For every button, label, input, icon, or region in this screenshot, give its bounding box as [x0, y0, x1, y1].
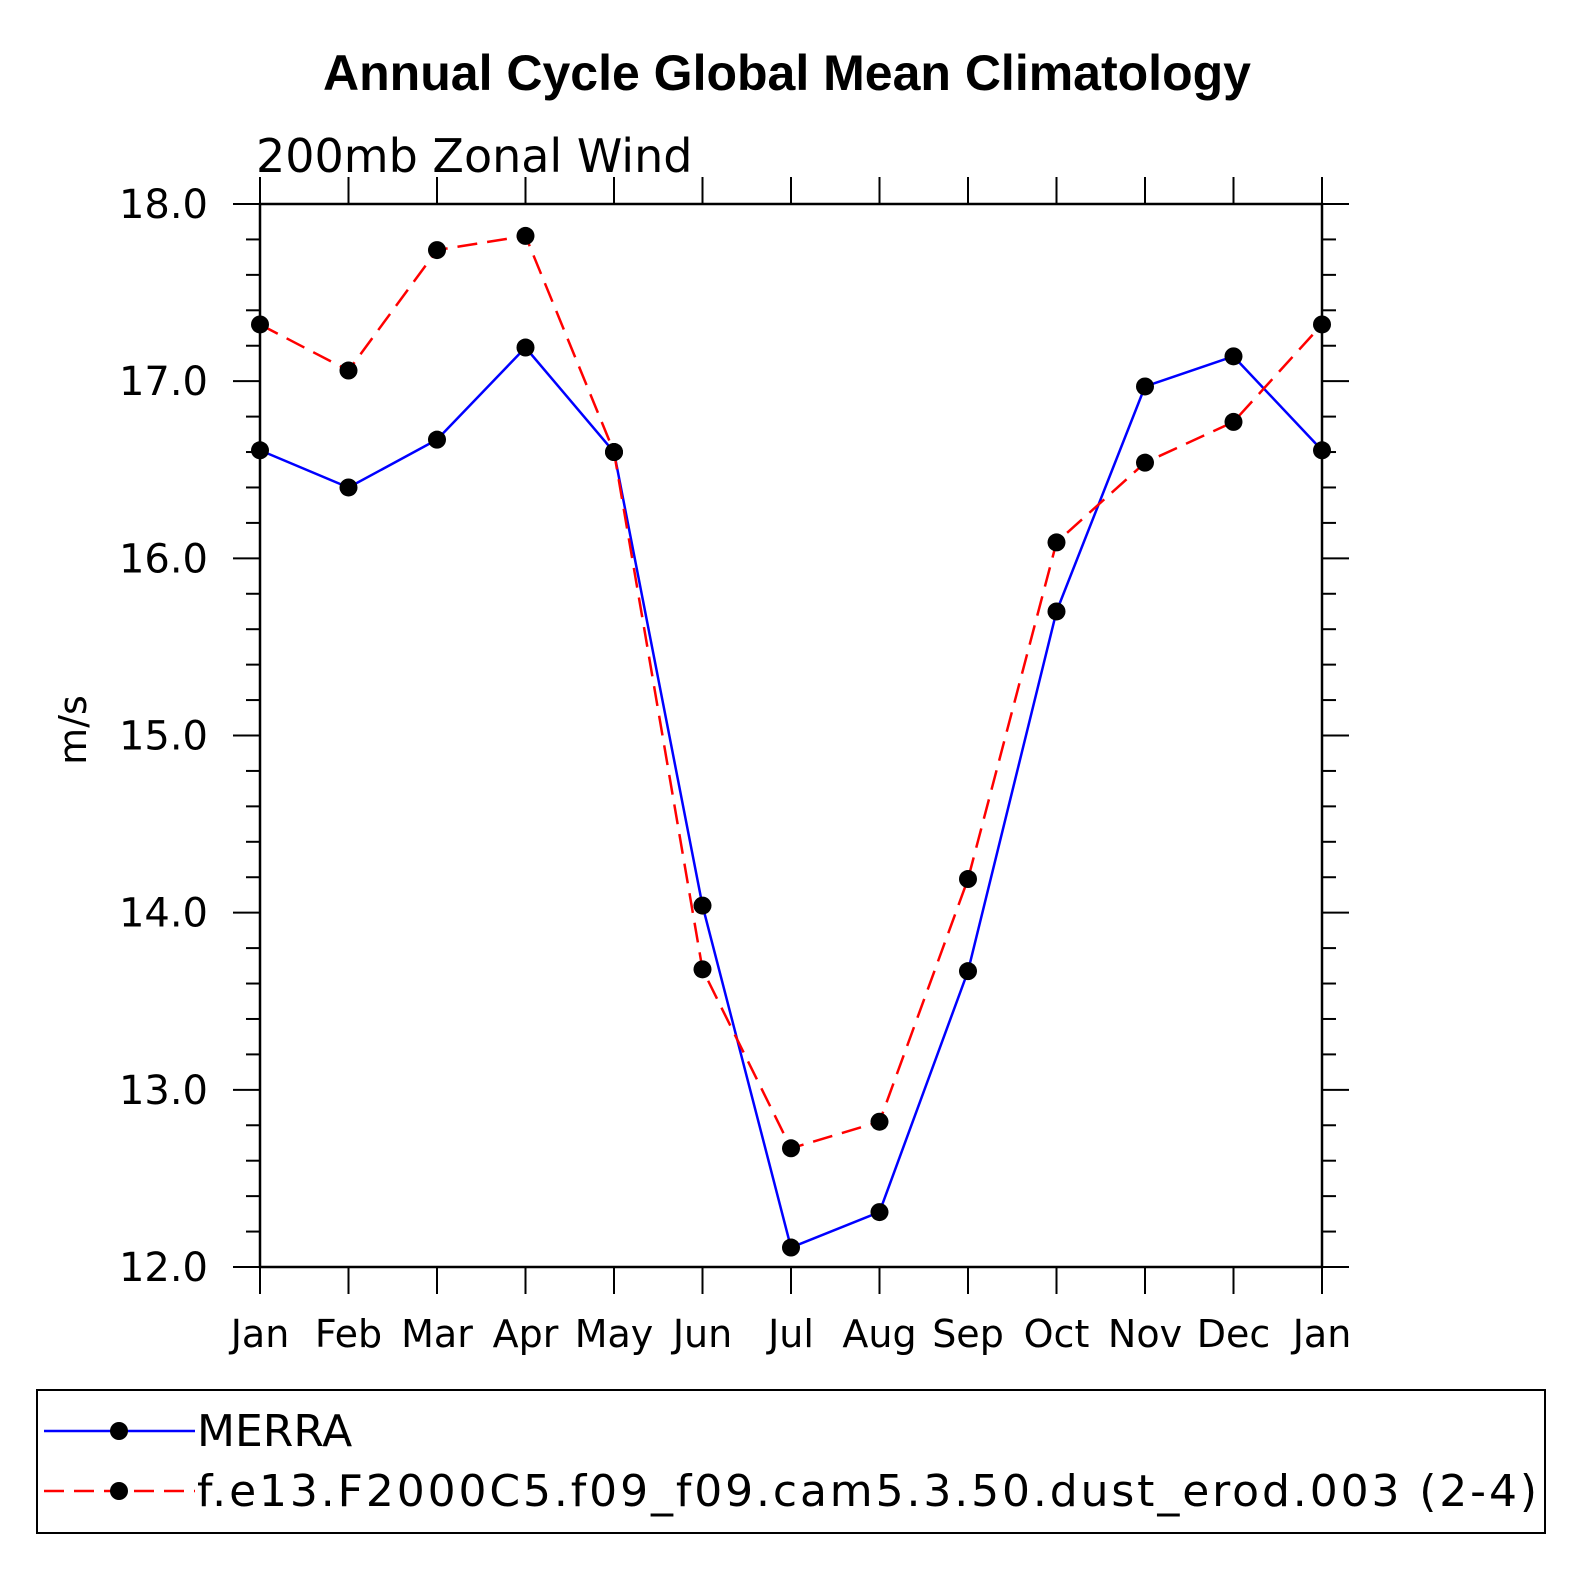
data-point-0	[1224, 347, 1243, 366]
x-tick-label: Feb	[315, 1312, 382, 1356]
series-layer	[251, 226, 1331, 1257]
y-tick-label: 18.0	[119, 182, 208, 228]
data-point-1	[1136, 453, 1154, 472]
data-point-1	[605, 443, 623, 462]
data-point-1	[870, 1112, 889, 1131]
data-point-1	[1047, 533, 1066, 552]
y-tick-label: 16.0	[119, 536, 208, 582]
x-tick-label: Sep	[932, 1312, 1004, 1356]
x-tick-label: Nov	[1108, 1312, 1182, 1356]
data-point-0	[516, 338, 535, 357]
data-point-1	[516, 226, 535, 245]
legend-marker-0	[110, 1422, 128, 1440]
plot-frame	[258, 202, 1324, 1269]
data-point-0	[428, 430, 446, 449]
y-axis-label: m/s	[51, 695, 95, 765]
x-tick-label: Apr	[493, 1312, 559, 1356]
x-tick-label: Dec	[1197, 1312, 1271, 1356]
x-tick-label: Aug	[842, 1312, 916, 1356]
data-point-1	[1224, 412, 1243, 431]
data-point-0	[870, 1203, 889, 1222]
data-point-1	[959, 870, 977, 889]
legend-box	[36, 1389, 1546, 1534]
legend-label-0: MERRA	[197, 1406, 352, 1457]
data-point-1	[339, 361, 358, 380]
y-tick-label: 12.0	[119, 1245, 208, 1291]
legend-marker-1	[110, 1482, 128, 1500]
data-point-0	[959, 962, 977, 981]
y-tick-label: 15.0	[119, 714, 208, 760]
axes: 12.0 13.0 14.0 15.0 16.0 17.0 18.0 Jan Feb Mar Apr…	[119, 177, 1351, 1356]
y-tick-label: 13.0	[119, 1068, 208, 1114]
x-tick-label: Jan	[1291, 1312, 1352, 1356]
data-point-1	[782, 1139, 800, 1158]
data-point-0	[1313, 441, 1331, 460]
data-point-0	[1047, 602, 1066, 621]
data-point-0	[251, 441, 269, 460]
series-line-0	[259, 345, 1323, 1250]
data-point-1	[428, 241, 446, 260]
y-tick-label: 17.0	[119, 359, 208, 405]
x-tick-label: Jun	[671, 1312, 732, 1356]
data-point-1	[693, 960, 712, 979]
y-tick-label: 14.0	[119, 891, 208, 937]
x-tick-label: Jan	[229, 1312, 290, 1356]
data-point-1	[251, 315, 269, 334]
data-point-0	[339, 478, 358, 497]
x-tick-label: Oct	[1024, 1312, 1090, 1356]
series-line-1	[259, 234, 1323, 1150]
x-tick-label: Mar	[401, 1312, 473, 1356]
data-point-0	[693, 896, 712, 915]
data-point-0	[1136, 377, 1154, 396]
legend-label-1: f.e13.F2000C5.f09_f09.cam5.3.50.dust_ero…	[197, 1466, 1537, 1517]
x-tick-label: Jul	[766, 1312, 814, 1356]
chart-subtitle: 200mb Zonal Wind	[256, 129, 692, 183]
legend: MERRA f.e13.F2000C5.f09_f09.cam5.3.50.dus…	[44, 1406, 1537, 1517]
chart-title: Annual Cycle Global Mean Climatology	[323, 45, 1251, 101]
data-point-1	[1313, 315, 1331, 334]
x-tick-label: May	[575, 1312, 654, 1356]
data-point-0	[782, 1238, 800, 1257]
